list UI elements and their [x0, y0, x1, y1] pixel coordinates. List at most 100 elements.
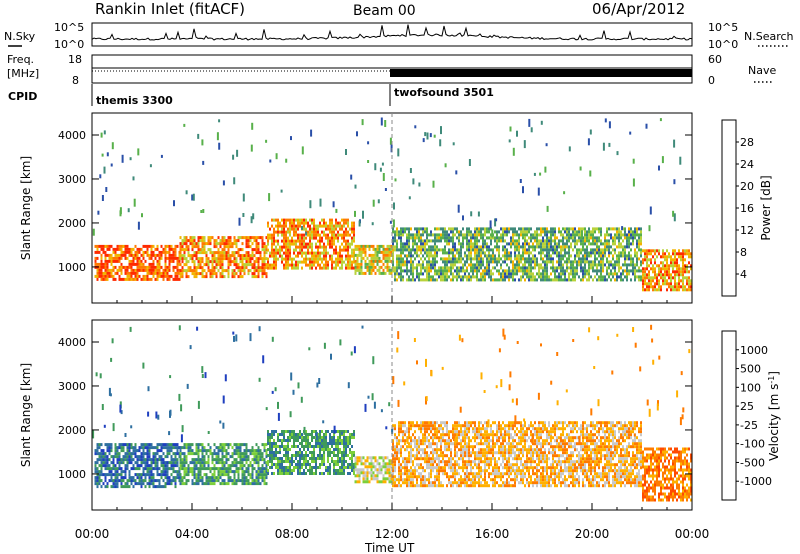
echo-cell — [594, 227, 596, 231]
echo-cell — [289, 460, 291, 463]
echo-cell — [602, 254, 604, 258]
echo-cell — [590, 251, 592, 255]
echo-cell — [458, 272, 460, 276]
echo-cell — [341, 257, 343, 261]
echo-cell — [108, 256, 111, 260]
echo-cell — [299, 472, 301, 475]
echo-cell — [498, 254, 500, 258]
scatter-echo — [252, 213, 255, 220]
echo-cell — [122, 479, 125, 483]
echo-cell — [554, 266, 556, 270]
echo-cell — [317, 442, 319, 445]
echo-cell — [132, 485, 135, 489]
echo-cell — [354, 244, 357, 248]
echo-cell — [261, 257, 264, 261]
echo-cell — [189, 269, 192, 273]
echo-cell — [674, 285, 676, 289]
echo-cell — [404, 254, 406, 258]
echo-cell — [235, 443, 238, 447]
echo-cell — [313, 236, 315, 240]
echo-cell — [406, 269, 408, 273]
echo-cell — [430, 254, 432, 258]
echo-cell — [548, 278, 550, 282]
echo-cell — [219, 239, 222, 243]
echo-cell — [209, 248, 212, 252]
echo-cell — [313, 263, 315, 267]
echo-cell — [221, 275, 224, 279]
echo-cell — [297, 451, 299, 454]
echo-cell — [195, 443, 198, 447]
echo-cell — [124, 455, 127, 459]
echo-cell — [349, 242, 351, 246]
echo-cell — [416, 269, 418, 273]
echo-cell — [542, 245, 544, 249]
echo-cell — [470, 248, 472, 252]
echo-cell — [646, 273, 648, 277]
echo-cell — [498, 272, 500, 276]
echo-cell — [546, 257, 548, 261]
echo-cell — [518, 260, 520, 264]
echo-cell — [564, 278, 566, 282]
echo-cell — [596, 236, 598, 240]
echo-cell — [688, 270, 690, 274]
echo-cell — [112, 485, 115, 489]
scatter-echo — [200, 210, 203, 213]
echo-cell — [610, 269, 612, 273]
echo-cell — [512, 233, 514, 237]
echo-cell — [126, 247, 129, 251]
echo-cell — [138, 247, 141, 251]
echo-cell — [674, 282, 676, 286]
echo-cell — [275, 466, 277, 469]
echo-cell — [418, 260, 420, 264]
echo-cell — [590, 242, 592, 246]
echo-cell — [478, 248, 480, 252]
echo-cell — [578, 233, 580, 237]
echo-cell — [398, 236, 400, 240]
echo-cell — [311, 248, 313, 252]
echo-cell — [289, 242, 291, 246]
echo-cell — [648, 258, 650, 262]
echo-cell — [428, 233, 430, 237]
echo-cell — [132, 467, 135, 471]
echo-cell — [472, 275, 474, 279]
echo-cell — [96, 244, 99, 248]
echo-cell — [132, 452, 135, 456]
echo-cell — [462, 266, 464, 270]
echo-cell — [235, 464, 238, 468]
echo-cell — [170, 244, 173, 248]
echo-cell — [317, 454, 319, 457]
echo-cell — [311, 454, 313, 457]
echo-cell — [349, 472, 351, 475]
echo-cell — [305, 221, 307, 225]
echo-cell — [140, 262, 143, 266]
echo-cell — [197, 467, 200, 471]
echo-cell — [199, 443, 202, 447]
echo-cell — [664, 252, 666, 256]
echo-cell — [562, 257, 564, 261]
echo-cell — [578, 254, 580, 258]
echo-cell — [556, 275, 558, 279]
echo-cell — [142, 244, 145, 248]
echo-cell — [303, 439, 305, 442]
echo-cell — [347, 466, 349, 469]
echo-cell — [293, 454, 295, 457]
echo-cell — [261, 242, 264, 246]
echo-cell — [305, 251, 307, 255]
echo-cell — [227, 470, 230, 474]
echo-cell — [140, 473, 143, 477]
echo-cell — [472, 248, 474, 252]
echo-cell — [430, 266, 432, 270]
echo-cell — [347, 245, 349, 249]
echo-cell — [347, 472, 349, 475]
scatter-echo — [530, 127, 533, 133]
echo-cell — [255, 269, 258, 273]
echo-cell — [271, 466, 273, 469]
echo-cell — [329, 236, 331, 240]
echo-cell — [472, 272, 474, 276]
echo-cell — [634, 272, 636, 276]
echo-cell — [331, 218, 333, 222]
echo-cell — [376, 259, 379, 263]
echo-cell — [287, 439, 289, 442]
echo-cell — [688, 252, 690, 256]
echo-cell — [219, 272, 222, 276]
